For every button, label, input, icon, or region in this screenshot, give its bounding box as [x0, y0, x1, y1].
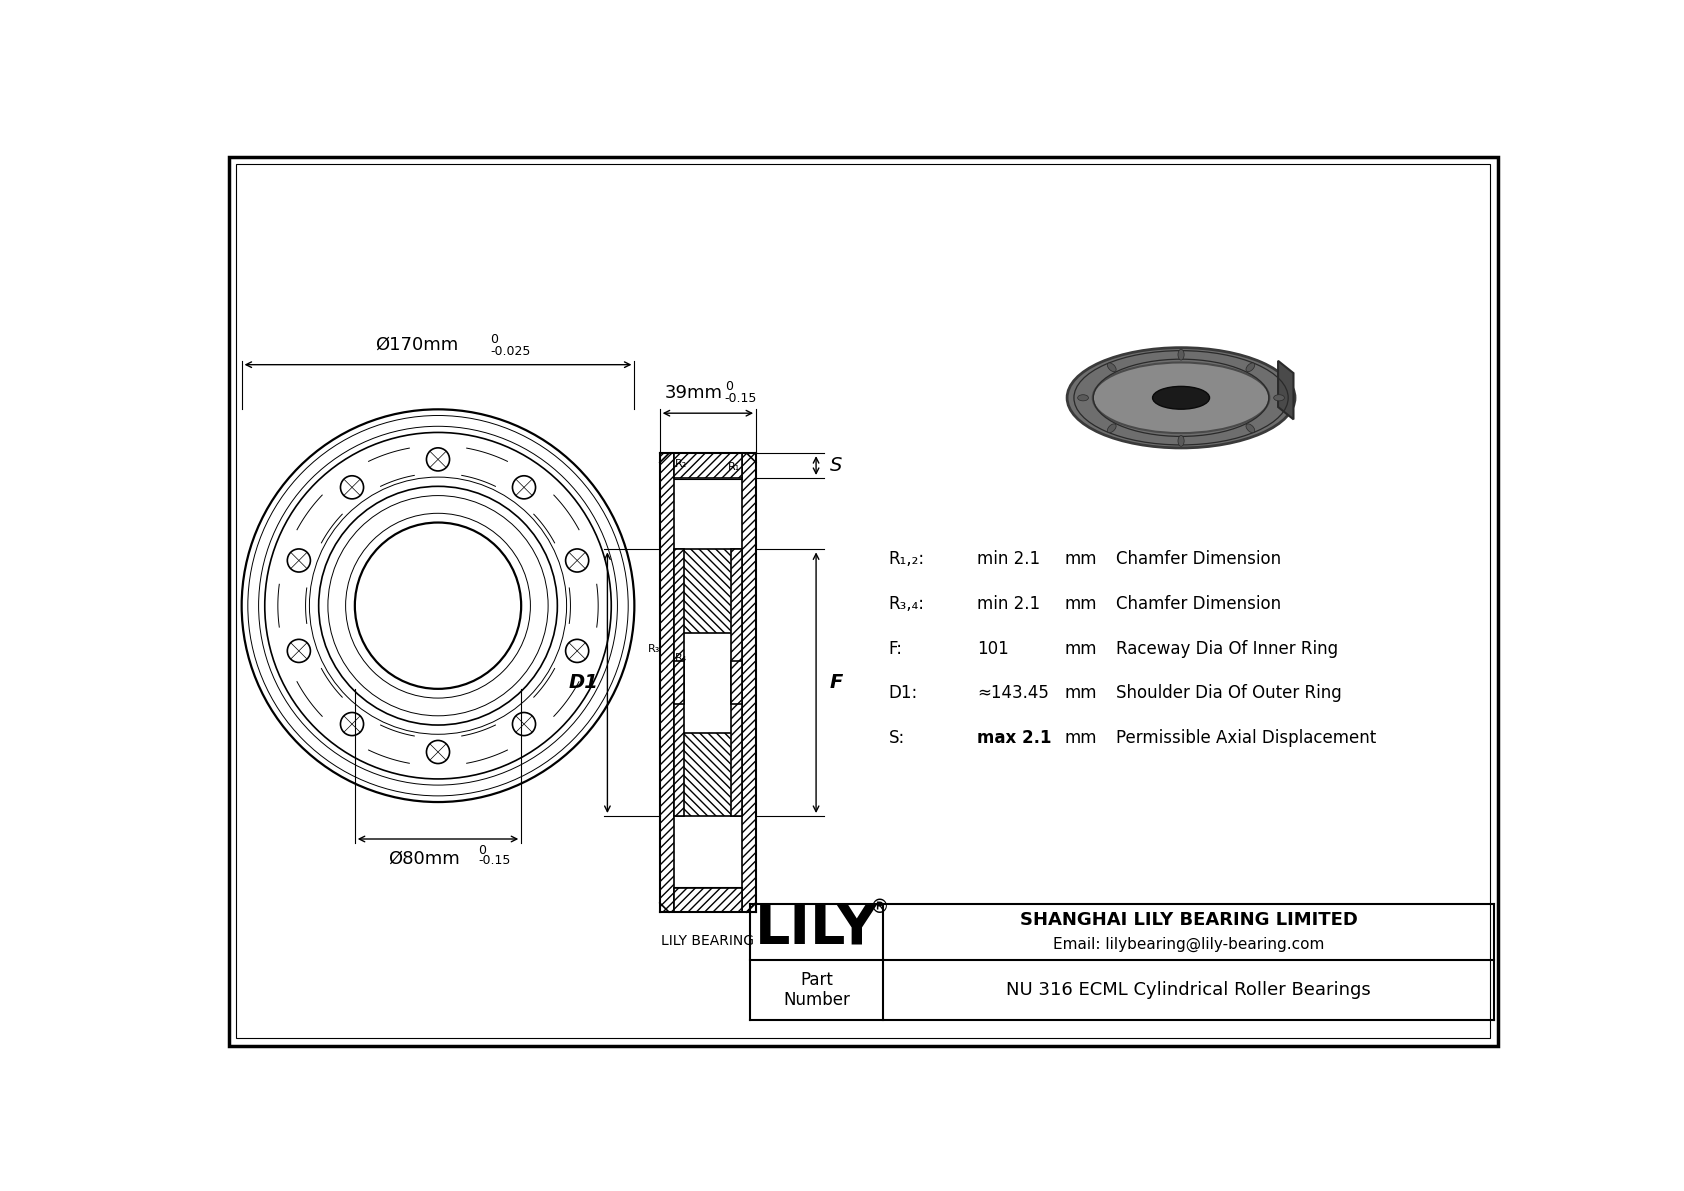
Ellipse shape	[1152, 386, 1209, 410]
Text: -0.15: -0.15	[724, 392, 758, 405]
Text: min 2.1: min 2.1	[977, 550, 1041, 568]
Polygon shape	[1278, 361, 1293, 419]
Bar	[674, 887, 743, 912]
Text: Chamfer Dimension: Chamfer Dimension	[1115, 596, 1282, 613]
Text: mm: mm	[1064, 550, 1096, 568]
Text: max 2.1: max 2.1	[977, 729, 1051, 747]
Text: 0: 0	[490, 333, 498, 347]
Ellipse shape	[1246, 363, 1255, 372]
Text: Ø80mm: Ø80mm	[389, 850, 460, 868]
Text: R₃: R₃	[647, 644, 660, 654]
Ellipse shape	[1078, 394, 1088, 401]
Text: 0: 0	[724, 380, 733, 393]
Bar	[743, 454, 756, 912]
Text: R₄: R₄	[674, 653, 687, 663]
Text: NU 316 ECML Cylindrical Roller Bearings: NU 316 ECML Cylindrical Roller Bearings	[1007, 981, 1371, 999]
Ellipse shape	[1108, 424, 1116, 432]
Text: F:: F:	[889, 640, 903, 657]
Text: mm: mm	[1064, 729, 1096, 747]
Text: mm: mm	[1064, 640, 1096, 657]
Text: Email: lilybearing@lily-bearing.com: Email: lilybearing@lily-bearing.com	[1052, 937, 1324, 952]
Text: F: F	[830, 673, 844, 692]
Ellipse shape	[1179, 436, 1184, 447]
Text: R₂: R₂	[675, 459, 687, 469]
Text: S: S	[830, 456, 842, 475]
Text: ≈143.45: ≈143.45	[977, 685, 1049, 703]
Text: -0.15: -0.15	[478, 854, 510, 867]
Text: LILY: LILY	[754, 902, 877, 955]
Text: S:: S:	[889, 729, 904, 747]
Ellipse shape	[1273, 394, 1285, 401]
Text: Ø170mm: Ø170mm	[376, 336, 458, 354]
Text: ®: ®	[869, 898, 889, 917]
Text: SHANGHAI LILY BEARING LIMITED: SHANGHAI LILY BEARING LIMITED	[1021, 911, 1357, 929]
Text: Part
Number: Part Number	[783, 971, 850, 1009]
Text: min 2.1: min 2.1	[977, 596, 1041, 613]
Ellipse shape	[1068, 348, 1295, 448]
Text: R₃,₄:: R₃,₄:	[889, 596, 925, 613]
Text: D1:: D1:	[889, 685, 918, 703]
Text: LILY BEARING: LILY BEARING	[662, 934, 754, 948]
Text: 0: 0	[478, 843, 487, 856]
Ellipse shape	[1108, 363, 1116, 372]
Text: 39mm: 39mm	[665, 384, 722, 401]
Ellipse shape	[1093, 362, 1270, 434]
Bar	[675, 732, 739, 816]
Text: 101: 101	[977, 640, 1009, 657]
Ellipse shape	[1179, 349, 1184, 360]
Text: R₁,₂:: R₁,₂:	[889, 550, 925, 568]
Bar	[731, 549, 743, 816]
Text: mm: mm	[1064, 685, 1096, 703]
Ellipse shape	[1246, 424, 1255, 432]
Bar	[674, 454, 743, 478]
Text: Shoulder Dia Of Outer Ring: Shoulder Dia Of Outer Ring	[1115, 685, 1342, 703]
Bar	[674, 661, 684, 704]
Text: mm: mm	[1064, 596, 1096, 613]
Text: Chamfer Dimension: Chamfer Dimension	[1115, 550, 1282, 568]
Text: Permissible Axial Displacement: Permissible Axial Displacement	[1115, 729, 1376, 747]
Text: R₁: R₁	[729, 462, 741, 472]
Bar	[674, 549, 684, 816]
Bar	[731, 661, 743, 704]
Text: D1: D1	[568, 673, 598, 692]
Text: -0.025: -0.025	[490, 344, 530, 357]
Bar	[675, 549, 739, 632]
Text: Raceway Dia Of Inner Ring: Raceway Dia Of Inner Ring	[1115, 640, 1337, 657]
Bar	[660, 454, 674, 912]
